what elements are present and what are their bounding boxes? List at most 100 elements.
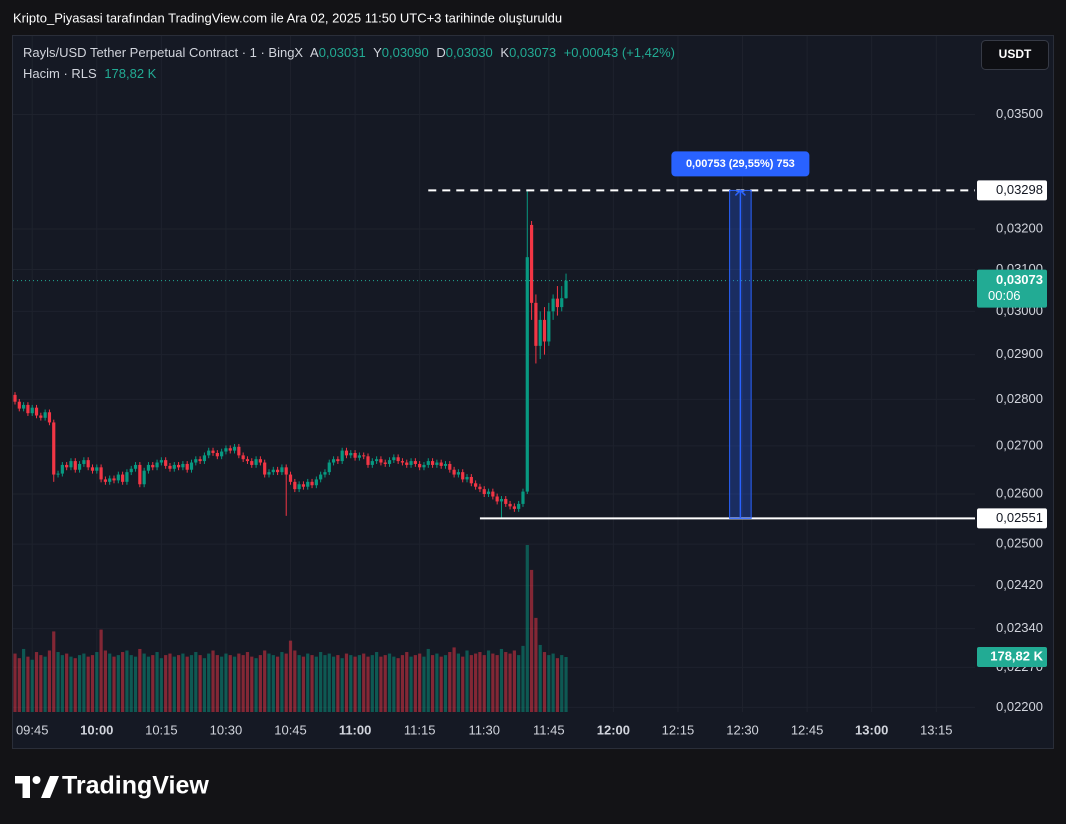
x-tick-label: 10:00 — [80, 722, 113, 737]
button-frame[interactable] — [981, 40, 1049, 70]
ohlc-value: 0,03031 — [319, 45, 366, 60]
volume-bar — [237, 653, 241, 712]
volume-bar — [474, 653, 478, 712]
candle-body — [517, 503, 521, 509]
candle-body — [508, 503, 512, 507]
volume-bar — [413, 655, 417, 712]
volume-bar — [297, 655, 301, 712]
candle-body — [430, 461, 435, 465]
candle-body — [271, 469, 275, 473]
volume-bar — [108, 653, 112, 712]
candle-body — [228, 448, 232, 451]
volume-bar — [517, 655, 521, 712]
volume-bar — [310, 655, 314, 712]
candle-body — [185, 463, 189, 470]
candle-body — [215, 452, 219, 457]
volume-bar — [499, 648, 504, 712]
volume-bar — [491, 653, 495, 712]
volume-bar — [504, 652, 508, 712]
y-tick-label: 0,02420 — [996, 577, 1043, 592]
x-tick-label: 09:45 — [16, 722, 49, 737]
candle-body — [297, 484, 301, 490]
candle-body — [521, 491, 525, 504]
volume-bar — [138, 648, 142, 712]
volume-bar — [17, 658, 21, 712]
logo-t — [15, 776, 30, 798]
volume-bar — [181, 653, 185, 712]
volume-bar — [534, 617, 538, 712]
candle-body — [288, 474, 293, 482]
x-tick-label: 12:00 — [597, 722, 630, 737]
x-tick-label: 13:15 — [920, 722, 953, 737]
candle-body — [34, 407, 39, 416]
candle-body — [499, 498, 504, 502]
volume-bar — [176, 655, 181, 712]
measure-arrowhead — [734, 189, 746, 196]
y-tick-label: 0,02200 — [996, 699, 1043, 714]
volume-bar — [245, 652, 250, 712]
volume-bar — [73, 658, 77, 712]
candle-body — [418, 463, 422, 468]
volume-bar — [366, 656, 370, 712]
volume-bar — [293, 650, 297, 712]
candle-body — [39, 415, 43, 418]
volume-label: Hacim · RLS — [23, 66, 97, 81]
symbol: Rayls/USD Tether Perpetual Contract · 1 … — [23, 45, 303, 60]
volume-bar — [461, 656, 465, 712]
candle-body — [400, 461, 405, 463]
x-tick-label: 13:00 — [855, 722, 888, 737]
candle-body — [542, 319, 547, 342]
volume-value: 178,82 K — [104, 66, 156, 81]
volume-bar — [331, 656, 336, 712]
volume-bar — [564, 657, 568, 712]
candle-body — [245, 459, 250, 462]
volume-bar — [198, 655, 202, 712]
candle-body — [77, 463, 82, 470]
volume-legend: Hacim · RLS 178,82 K — [23, 66, 157, 81]
volume-tag — [977, 647, 1047, 668]
candle-body — [232, 446, 237, 451]
candle-body — [151, 464, 155, 468]
button-label[interactable]: USDT — [999, 47, 1032, 61]
candle-body — [357, 455, 361, 458]
volume-bar — [228, 655, 232, 712]
volume-bar — [353, 656, 357, 712]
volume-bar — [47, 650, 52, 712]
volume-bar — [465, 650, 469, 712]
y-tick-label: 0,02900 — [996, 346, 1043, 361]
candle-body — [176, 464, 181, 468]
volume-bar — [284, 653, 288, 712]
volume-bar — [306, 653, 310, 712]
candle-body — [116, 474, 120, 481]
candle-body — [353, 452, 357, 458]
candle-body — [207, 450, 211, 456]
candle-body — [486, 491, 491, 495]
currency-button[interactable]: USDT — [981, 40, 1049, 70]
candle-body — [220, 451, 224, 457]
countdown: 00:06 — [988, 288, 1021, 303]
candle-body — [310, 481, 314, 486]
volume-bar — [452, 647, 456, 712]
volume-bar — [529, 569, 534, 712]
candle-body — [379, 459, 383, 463]
x-tick-label: 12:30 — [726, 722, 759, 737]
candle-body — [461, 472, 465, 480]
volume-bar — [542, 652, 547, 712]
candle-body — [443, 463, 448, 466]
volume-bar — [448, 652, 452, 712]
plot: 09:45 10:00 10:15 10:30 10:45 11:00 11:15 11:30… — [13, 36, 1047, 737]
x-tick-label: 10:30 — [210, 722, 243, 737]
volume-bar — [276, 656, 280, 712]
candle-body — [254, 459, 258, 465]
candle-body — [26, 404, 30, 414]
candle-body — [491, 491, 495, 497]
volume-bar — [400, 655, 405, 712]
volume-bar — [185, 656, 189, 712]
volume-bar — [77, 655, 82, 712]
candle-body — [405, 462, 409, 465]
candle-body — [448, 463, 452, 470]
volume-bar — [82, 653, 86, 712]
volume-bar — [34, 652, 39, 712]
volume-bar — [482, 655, 486, 712]
volume-bar — [30, 659, 34, 712]
